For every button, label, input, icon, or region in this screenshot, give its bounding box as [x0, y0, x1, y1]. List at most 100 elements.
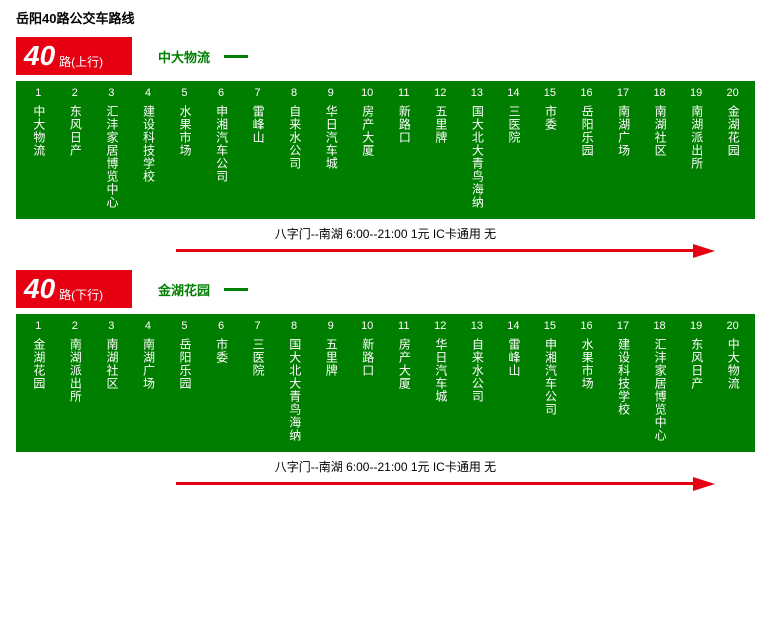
- stop-name: 水果市场: [580, 338, 593, 390]
- stop-column: 6 申湘汽车公司: [203, 87, 240, 209]
- stop-column: 11房产大厦: [385, 320, 422, 442]
- stop-name: 申湘汽车公司: [543, 338, 556, 416]
- stop-column: 1 中大物流: [20, 87, 57, 209]
- arrow-shaft: [176, 482, 697, 485]
- stop-index: 14: [507, 87, 519, 99]
- stop-name: 申湘汽车公司: [214, 105, 227, 183]
- stop-index: 7: [254, 87, 260, 99]
- route-badge: 40路(上行): [16, 37, 132, 75]
- stop-name: 岳阳乐园: [580, 105, 593, 157]
- stop-column: 19 东风日产: [678, 320, 715, 442]
- stop-column: 10 房产大厦: [349, 87, 386, 209]
- stop-column: 17南湖广场: [605, 87, 642, 209]
- stop-column: 19 南湖派出所: [678, 87, 715, 209]
- stop-column: 8国大北大青鸟海纳: [276, 320, 313, 442]
- stop-index: 6: [218, 87, 224, 99]
- stop-name: 国大北大青鸟海纳: [288, 338, 301, 442]
- stop-index: 3: [108, 320, 114, 332]
- stop-column: 7 雷峰山: [239, 87, 276, 209]
- stop-index: 4: [145, 87, 151, 99]
- stop-name: 东风日产: [690, 338, 703, 390]
- stop-column: 4南湖广场: [130, 320, 167, 442]
- route-block: 40路(上行)中大物流1中大物流2东风日产3汇沣家居博览中心4建设科技学校5水果…: [16, 37, 755, 258]
- route-direction: 路(上行): [59, 53, 103, 75]
- stop-name: 中大物流: [32, 105, 45, 157]
- terminus-label: 金湖花园: [158, 280, 210, 299]
- stop-name: 自来水公司: [288, 105, 301, 170]
- stop-name: 雷峰山: [251, 105, 264, 144]
- stop-column: 3 南湖社区: [93, 320, 130, 442]
- stop-index: 18: [653, 87, 665, 99]
- stop-column: 12五里牌: [422, 87, 459, 209]
- schedule-text: 八字门--南湖 6:00--21:00 1元 IC卡通用 无: [16, 225, 755, 242]
- stop-name: 汇沣家居博览中心: [653, 338, 666, 442]
- route-head: 40路(上行) 中大物流: [16, 37, 755, 75]
- stop-index: 7: [254, 320, 260, 332]
- stop-index: 13: [471, 87, 483, 99]
- schedule-text: 八字门--南湖 6:00--21:00 1元 IC卡通用 无: [16, 458, 755, 475]
- stop-name: 市委: [214, 338, 227, 364]
- stop-index: 19: [690, 87, 702, 99]
- stop-index: 6: [218, 320, 224, 332]
- direction-arrow: [56, 244, 715, 258]
- stop-name: 雷峰山: [507, 338, 520, 377]
- stop-index: 8: [291, 87, 297, 99]
- stop-name: 岳阳乐园: [178, 338, 191, 390]
- stop-index: 2: [72, 87, 78, 99]
- stop-name: 南湖社区: [105, 338, 118, 390]
- stop-column: 13国大北大青鸟海纳: [459, 87, 496, 209]
- stop-column: 18 汇沣家居博览中心: [641, 320, 678, 442]
- stop-index: 18: [653, 320, 665, 332]
- route-direction: 路(下行): [59, 286, 103, 308]
- routes-container: 40路(上行)中大物流1中大物流2东风日产3汇沣家居博览中心4建设科技学校5水果…: [16, 37, 755, 491]
- stop-name: 三医院: [507, 105, 520, 144]
- stop-index: 5: [181, 87, 187, 99]
- stop-index: 10: [361, 87, 373, 99]
- stop-name: 南湖派出所: [690, 105, 703, 170]
- stop-index: 11: [398, 87, 409, 99]
- terminus-label: 中大物流: [158, 47, 210, 66]
- stop-name: 五里牌: [324, 338, 337, 377]
- stop-column: 1金湖花园: [20, 320, 57, 442]
- stop-index: 3: [108, 87, 114, 99]
- stop-name: 南湖派出所: [68, 338, 81, 403]
- stop-index: 19: [690, 320, 702, 332]
- route-number: 40: [24, 270, 55, 308]
- terminus-wrap: 中大物流: [158, 47, 248, 66]
- route-badge: 40路(下行): [16, 270, 132, 308]
- stops-bar: 1金湖花园2南湖派出所3南湖社区4南湖广场5岳阳乐园6市委7三医院8国大北大青鸟…: [16, 314, 755, 452]
- stop-index: 10: [361, 320, 373, 332]
- stop-name: 房产大厦: [397, 338, 410, 390]
- stop-index: 1: [35, 320, 41, 332]
- route-head: 40路(下行) 金湖花园: [16, 270, 755, 308]
- stop-column: 17建设科技学校: [605, 320, 642, 442]
- stop-column: 9 五里牌: [312, 320, 349, 442]
- stop-name: 华日汽车城: [434, 338, 447, 403]
- stop-index: 5: [181, 320, 187, 332]
- stops-bar: 1中大物流2东风日产3汇沣家居博览中心4建设科技学校5水果市场6申湘汽车公司7雷…: [16, 81, 755, 219]
- stop-name: 南湖广场: [141, 338, 154, 390]
- stop-column: 15 申湘汽车公司: [532, 320, 569, 442]
- stop-column: 13自来水公司: [459, 320, 496, 442]
- stop-index: 9: [328, 87, 334, 99]
- stop-column: 9 华日汽车城: [312, 87, 349, 209]
- stop-index: 13: [471, 320, 483, 332]
- stop-index: 1: [35, 87, 41, 99]
- stop-name: 建设科技学校: [141, 105, 154, 183]
- stop-name: 房产大厦: [361, 105, 374, 157]
- terminus-underline: [224, 288, 248, 291]
- stop-name: 华日汽车城: [324, 105, 337, 170]
- page-title: 岳阳40路公交车路线: [16, 8, 755, 27]
- stop-name: 市委: [543, 105, 556, 131]
- stop-index: 2: [72, 320, 78, 332]
- stop-column: 11 新路口: [385, 87, 422, 209]
- stop-column: 20中大物流: [714, 320, 751, 442]
- stop-name: 新路口: [397, 105, 410, 144]
- stop-index: 15: [544, 320, 556, 332]
- stop-column: 16水果市场: [568, 320, 605, 442]
- stop-index: 17: [617, 87, 629, 99]
- route-number: 40: [24, 37, 55, 75]
- stop-index: 9: [328, 320, 334, 332]
- stop-column: 18南湖社区: [641, 87, 678, 209]
- stop-name: 新路口: [361, 338, 374, 377]
